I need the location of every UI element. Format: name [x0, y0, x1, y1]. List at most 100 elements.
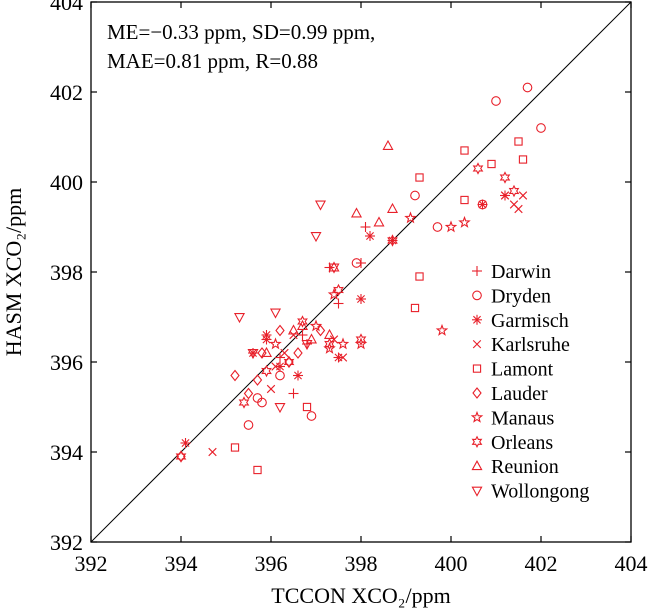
y-tick-label: 394: [50, 440, 83, 465]
data-point-orleans: [175, 450, 187, 463]
data-point-reunion: [287, 324, 300, 335]
legend-item-garmisch: Garmisch: [472, 310, 569, 332]
legend-label: Reunion: [491, 456, 559, 478]
legend-item-karlsruhe: Karlsruhe: [472, 334, 570, 356]
data-point-karlsruhe: [514, 204, 523, 214]
data-point-lamont: [460, 195, 469, 205]
data-point-manaus: [336, 337, 350, 350]
legend-marker-garmisch: [472, 314, 482, 325]
data-point-orleans: [283, 355, 295, 369]
data-point-karlsruhe: [518, 191, 528, 200]
legend-label: Lauder: [491, 383, 548, 405]
data-point-reunion: [350, 207, 363, 218]
data-point-garmisch: [293, 370, 303, 381]
legend-item-darwin: Darwin: [472, 261, 551, 283]
data-point-lauder: [252, 374, 263, 386]
series-wollongong: [233, 200, 340, 414]
legend-marker-lauder: [472, 387, 482, 399]
legend-label: Lamont: [491, 359, 554, 381]
data-point-karlsruhe: [266, 384, 276, 394]
x-tick-label: 404: [615, 551, 648, 576]
legend-item-manaus: Manaus: [470, 407, 555, 429]
legend-item-orleans: Orleans: [471, 432, 553, 454]
data-point-lauder: [230, 369, 240, 382]
data-point-karlsruhe: [208, 447, 217, 457]
data-point-manaus: [269, 337, 282, 350]
data-point-lamont: [415, 272, 424, 281]
data-point-orleans: [261, 364, 272, 378]
data-point-orleans: [297, 315, 308, 328]
data-point-karlsruhe: [289, 330, 298, 340]
legend-label: Karlsruhe: [491, 334, 570, 356]
series-lamont: [230, 137, 528, 475]
data-point-orleans: [355, 333, 367, 346]
data-point-reunion: [386, 202, 399, 213]
series-lauder: [176, 324, 326, 463]
legend-item-lamont: Lamont: [472, 359, 554, 381]
data-point-orleans: [499, 171, 511, 184]
data-point-reunion: [305, 333, 318, 344]
legend-label: Darwin: [491, 261, 551, 283]
data-point-darwin: [288, 388, 299, 399]
data-point-reunion: [373, 216, 385, 227]
data-point-orleans: [508, 184, 520, 198]
data-point-dryden: [410, 190, 420, 201]
data-point-wollongong: [314, 200, 327, 211]
data-point-dryden: [351, 258, 362, 268]
data-point-lamont: [253, 465, 262, 475]
data-point-dryden: [243, 420, 254, 430]
y-tick-label: 398: [50, 260, 83, 285]
data-point-garmisch: [261, 330, 272, 340]
data-point-dryden: [252, 393, 263, 403]
legend-item-dryden: Dryden: [472, 285, 551, 307]
legend-label: Dryden: [491, 285, 551, 307]
data-point-manaus: [327, 287, 341, 300]
data-point-wollongong: [269, 308, 282, 319]
stats-annotation-line-2: MAE=0.81 ppm, R=0.88: [107, 49, 318, 73]
data-point-lamont: [518, 155, 528, 164]
data-point-manaus: [444, 220, 458, 233]
data-point-wollongong: [328, 263, 340, 274]
y-axis-label: HASM XCO₂/ppm: [1, 188, 26, 356]
x-tick-label: 400: [435, 551, 468, 576]
series-garmisch: [180, 190, 510, 448]
data-point-lauder: [243, 387, 254, 400]
data-point-orleans: [238, 396, 250, 409]
data-point-darwin: [333, 298, 344, 309]
data-point-manaus: [458, 215, 471, 228]
data-point-dryden: [306, 411, 317, 421]
legend-item-reunion: Reunion: [471, 456, 559, 478]
series-karlsruhe: [208, 191, 528, 457]
data-point-dryden: [491, 96, 501, 106]
y-tick-label: 404: [50, 0, 83, 15]
data-point-orleans: [387, 234, 398, 247]
data-point-manaus: [435, 323, 449, 336]
data-point-reunion: [260, 346, 273, 357]
series-reunion: [260, 139, 399, 357]
x-tick-label: 402: [525, 551, 558, 576]
legend-marker-darwin: [472, 266, 482, 276]
data-point-dryden: [275, 370, 285, 381]
data-point-garmisch: [333, 352, 344, 363]
data-point-orleans: [333, 283, 344, 297]
x-tick-label: 398: [345, 551, 378, 576]
data-point-garmisch: [180, 438, 191, 448]
data-point-dryden: [536, 123, 546, 133]
data-point-reunion: [328, 261, 340, 272]
data-point-reunion: [296, 319, 309, 330]
data-point-manaus: [309, 319, 323, 332]
legend-label: Wollongong: [491, 481, 589, 503]
data-point-lamont: [460, 146, 469, 155]
series-darwin: [275, 222, 371, 399]
data-point-lamont: [514, 137, 523, 146]
data-point-wollongong: [310, 232, 322, 243]
data-point-karlsruhe: [280, 348, 289, 358]
data-point-dryden: [522, 82, 533, 93]
data-point-reunion: [323, 328, 336, 339]
data-point-wollongong: [274, 403, 286, 414]
x-axis-label: TCCON XCO₂/ppm: [271, 583, 450, 608]
data-point-orleans: [324, 337, 335, 351]
legend-item-lauder: Lauder: [472, 383, 548, 405]
